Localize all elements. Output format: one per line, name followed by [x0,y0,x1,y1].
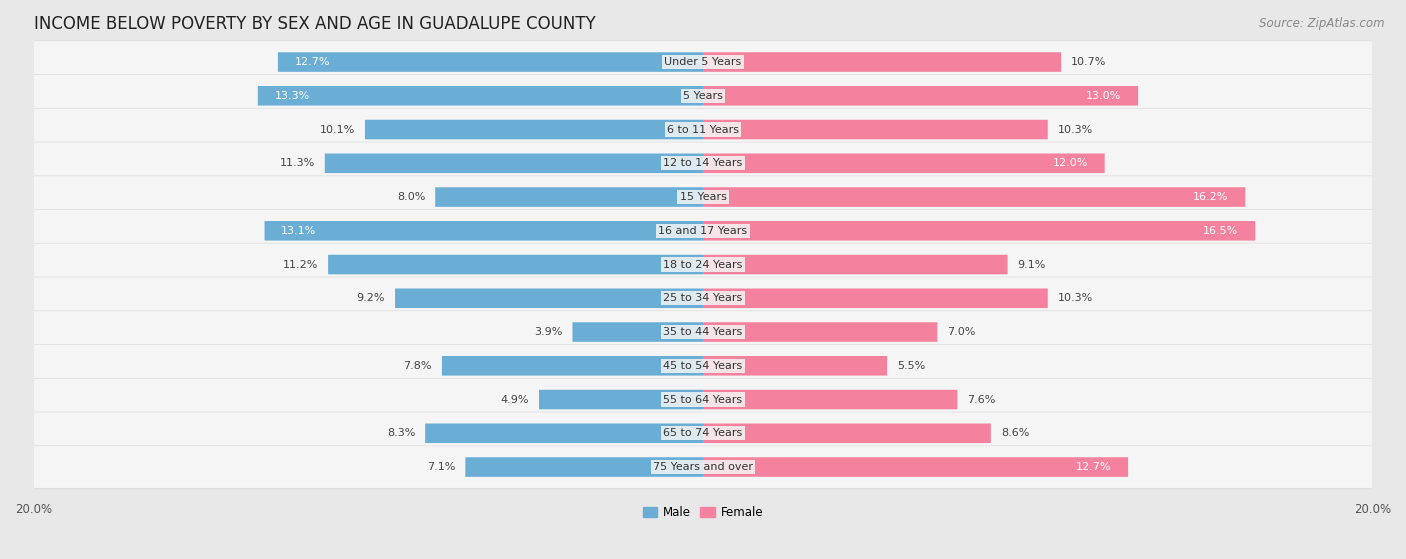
Text: INCOME BELOW POVERTY BY SEX AND AGE IN GUADALUPE COUNTY: INCOME BELOW POVERTY BY SEX AND AGE IN G… [34,15,595,33]
Text: 8.6%: 8.6% [1001,428,1029,438]
Text: 3.9%: 3.9% [534,327,562,337]
FancyBboxPatch shape [30,378,1376,421]
FancyBboxPatch shape [366,120,703,139]
FancyBboxPatch shape [465,457,703,477]
FancyBboxPatch shape [703,457,1128,477]
Text: 45 to 54 Years: 45 to 54 Years [664,361,742,371]
Text: 12 to 14 Years: 12 to 14 Years [664,158,742,168]
FancyBboxPatch shape [703,424,991,443]
Text: 65 to 74 Years: 65 to 74 Years [664,428,742,438]
Text: 13.3%: 13.3% [274,91,309,101]
FancyBboxPatch shape [30,243,1376,286]
Text: Source: ZipAtlas.com: Source: ZipAtlas.com [1260,17,1385,30]
FancyBboxPatch shape [703,154,1105,173]
Text: 16 and 17 Years: 16 and 17 Years [658,226,748,236]
Text: 9.2%: 9.2% [357,293,385,304]
FancyBboxPatch shape [703,120,1047,139]
FancyBboxPatch shape [30,312,1376,354]
FancyBboxPatch shape [30,142,1376,184]
Text: 25 to 34 Years: 25 to 34 Years [664,293,742,304]
Text: 55 to 64 Years: 55 to 64 Years [664,395,742,405]
Text: 7.1%: 7.1% [427,462,456,472]
FancyBboxPatch shape [703,322,938,342]
Text: 16.2%: 16.2% [1194,192,1229,202]
Text: 6 to 11 Years: 6 to 11 Years [666,125,740,135]
FancyBboxPatch shape [395,288,703,308]
Text: 4.9%: 4.9% [501,395,529,405]
Text: 10.1%: 10.1% [319,125,354,135]
FancyBboxPatch shape [703,356,887,376]
FancyBboxPatch shape [30,143,1376,186]
Text: 18 to 24 Years: 18 to 24 Years [664,259,742,269]
Text: 12.0%: 12.0% [1053,158,1088,168]
Text: 10.7%: 10.7% [1071,57,1107,67]
FancyBboxPatch shape [328,255,703,274]
FancyBboxPatch shape [30,110,1376,152]
FancyBboxPatch shape [703,221,1256,240]
FancyBboxPatch shape [30,277,1376,320]
Text: 11.3%: 11.3% [280,158,315,168]
Text: 5 Years: 5 Years [683,91,723,101]
FancyBboxPatch shape [30,108,1376,151]
FancyBboxPatch shape [425,424,703,443]
Text: 7.8%: 7.8% [404,361,432,371]
Text: 9.1%: 9.1% [1018,259,1046,269]
FancyBboxPatch shape [30,41,1376,83]
FancyBboxPatch shape [30,74,1376,117]
FancyBboxPatch shape [703,187,1246,207]
FancyBboxPatch shape [703,52,1062,72]
FancyBboxPatch shape [30,345,1376,388]
FancyBboxPatch shape [538,390,703,409]
Text: 16.5%: 16.5% [1204,226,1239,236]
FancyBboxPatch shape [30,244,1376,287]
Text: 15 Years: 15 Years [679,192,727,202]
FancyBboxPatch shape [572,322,703,342]
FancyBboxPatch shape [257,86,703,106]
FancyBboxPatch shape [30,412,1376,454]
Text: 10.3%: 10.3% [1057,293,1092,304]
FancyBboxPatch shape [30,75,1376,118]
FancyBboxPatch shape [325,154,703,173]
FancyBboxPatch shape [703,255,1008,274]
Text: 5.5%: 5.5% [897,361,925,371]
FancyBboxPatch shape [30,380,1376,422]
FancyBboxPatch shape [30,413,1376,456]
FancyBboxPatch shape [30,176,1376,219]
Text: 11.2%: 11.2% [283,259,318,269]
FancyBboxPatch shape [30,446,1376,489]
FancyBboxPatch shape [264,221,703,240]
Text: 7.0%: 7.0% [948,327,976,337]
FancyBboxPatch shape [703,86,1137,106]
Text: 8.3%: 8.3% [387,428,415,438]
Text: 7.6%: 7.6% [967,395,995,405]
Text: 13.0%: 13.0% [1087,91,1122,101]
FancyBboxPatch shape [278,52,703,72]
FancyBboxPatch shape [30,177,1376,219]
Text: Under 5 Years: Under 5 Years [665,57,741,67]
FancyBboxPatch shape [30,211,1376,253]
FancyBboxPatch shape [703,390,957,409]
Text: 35 to 44 Years: 35 to 44 Years [664,327,742,337]
FancyBboxPatch shape [30,210,1376,252]
FancyBboxPatch shape [30,344,1376,387]
Text: 8.0%: 8.0% [396,192,425,202]
FancyBboxPatch shape [703,288,1047,308]
FancyBboxPatch shape [30,278,1376,320]
FancyBboxPatch shape [30,311,1376,353]
Legend: Male, Female: Male, Female [638,501,768,524]
Text: 75 Years and over: 75 Years and over [652,462,754,472]
FancyBboxPatch shape [30,447,1376,489]
FancyBboxPatch shape [441,356,703,376]
Text: 13.1%: 13.1% [281,226,316,236]
Text: 10.3%: 10.3% [1057,125,1092,135]
Text: 12.7%: 12.7% [295,57,330,67]
FancyBboxPatch shape [436,187,703,207]
Text: 12.7%: 12.7% [1076,462,1111,472]
FancyBboxPatch shape [30,42,1376,84]
